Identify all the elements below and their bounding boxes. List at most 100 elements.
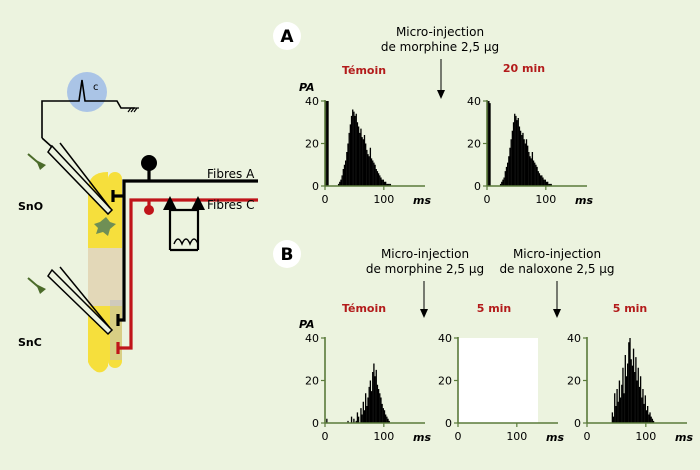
plot-title: 20 min [503, 62, 545, 75]
histogram-bar [550, 183, 552, 187]
histogram-bar [383, 410, 386, 423]
histogram-bar [347, 420, 349, 424]
histogram-b-5min-morphine: 0 20 40 0 100 ms [438, 332, 564, 444]
recorder-label: c [93, 82, 99, 93]
arrow-down-icon [553, 309, 561, 318]
arrow-up-icon [163, 196, 177, 210]
histogram-bar [346, 152, 348, 186]
histogram-bar [386, 183, 388, 187]
histogram-bar [388, 420, 390, 424]
y-tick-label: 40 [305, 332, 319, 345]
histogram-bar [621, 384, 623, 423]
panel-a: A Micro-injection de morphine 2,5 μg Tém… [273, 22, 593, 207]
histogram-bar [387, 418, 389, 423]
y-tick-label: 20 [467, 138, 481, 151]
histogram-bar [521, 135, 523, 186]
electrode-sno [47, 142, 114, 216]
y-axis-label: PA [299, 81, 315, 94]
histogram-bar [386, 416, 388, 424]
histogram-bar [525, 139, 528, 186]
sno-label: SnO [18, 200, 43, 213]
histogram-bar [367, 397, 369, 423]
histogram-bar [348, 132, 350, 187]
y-tick-label: 20 [305, 375, 319, 388]
histogram-bar [635, 357, 637, 424]
histogram-bar [517, 118, 519, 186]
histogram-bar [374, 376, 376, 423]
histogram-bar [508, 156, 510, 186]
histogram-bar [537, 171, 539, 187]
histogram-bar [528, 152, 530, 186]
histogram-bar [376, 171, 379, 187]
y-tick-label: 40 [305, 95, 319, 108]
y-tick-label: 40 [438, 332, 452, 345]
histogram-bar [327, 101, 329, 186]
ground-icon [127, 107, 139, 113]
histogram-bar [355, 113, 357, 186]
x-axis-label: ms [413, 194, 431, 207]
y-tick-label: 0 [474, 180, 481, 193]
histogram-bar [648, 414, 650, 423]
panel-b-injection1-line1: Micro-injection [381, 247, 469, 261]
histogram-bar [380, 397, 382, 423]
histogram-bar [511, 130, 514, 186]
histogram-bar [357, 416, 360, 424]
coil-icon [173, 238, 199, 246]
panel-b-injection2-line1: Micro-injection [513, 247, 601, 261]
histogram-bar [377, 389, 380, 423]
x-tick-label: 100 [506, 430, 527, 443]
histogram-bar [638, 386, 641, 424]
snc-label: SnC [18, 336, 42, 349]
histogram-bar [360, 408, 362, 424]
histogram-bar [641, 397, 643, 423]
histogram-bar [352, 109, 354, 186]
histogram-bar [372, 372, 374, 423]
histogram-bar [359, 132, 361, 187]
y-tick-label: 20 [305, 138, 319, 151]
histogram-bar [357, 126, 360, 186]
x-tick-label: 0 [322, 430, 329, 443]
fibre-c-cell-body [144, 205, 154, 215]
arrow-down-icon [420, 309, 428, 318]
histogram-bar [370, 158, 373, 187]
histogram-bar [536, 166, 538, 187]
histogram-bar [369, 380, 372, 423]
histogram-bar [373, 162, 375, 187]
histogram-bar [522, 132, 524, 187]
histogram-bar [619, 397, 622, 423]
histogram-bar [634, 372, 636, 423]
electrode-arrow-shaft [27, 153, 43, 167]
arrow-up-icon [191, 196, 205, 210]
y-tick-label: 0 [445, 417, 452, 430]
histogram-bar [362, 401, 364, 423]
histogram-bar [345, 160, 347, 186]
panel-b-injection1-line2: de morphine 2,5 μg [366, 262, 484, 276]
histogram-bar [535, 164, 537, 186]
x-axis-label: ms [413, 431, 431, 444]
histogram-bar [651, 418, 654, 423]
histogram-bar [547, 181, 549, 186]
neuron-icon [94, 217, 116, 236]
histogram-bar [652, 420, 655, 424]
histogram-bar [381, 179, 383, 187]
histogram-bar [368, 156, 370, 186]
histogram-bar [355, 420, 357, 424]
histogram-bar [649, 412, 651, 424]
histogram-bar [544, 179, 546, 187]
histogram-bar [505, 166, 508, 187]
histogram-bar [376, 384, 379, 423]
histogram-bar [519, 130, 522, 186]
histogram-b-temoin: 0 20 40 0 100 ms PA [299, 318, 431, 444]
histogram-bar [342, 169, 344, 186]
histogram-bar [337, 183, 340, 187]
panel-b-injection2-line2: de naloxone 2,5 μg [499, 262, 614, 276]
histogram-bar [512, 122, 515, 186]
plot-title: Témoin [342, 302, 386, 315]
histogram-bar [372, 160, 374, 186]
histogram-bar [361, 137, 363, 187]
histogram-bar [370, 391, 373, 424]
panel-b: B Micro-injection de morphine 2,5 μg Mic… [273, 240, 693, 444]
x-axis-label: ms [575, 194, 593, 207]
histogram-bar [367, 154, 369, 187]
histogram-bar [503, 177, 505, 186]
